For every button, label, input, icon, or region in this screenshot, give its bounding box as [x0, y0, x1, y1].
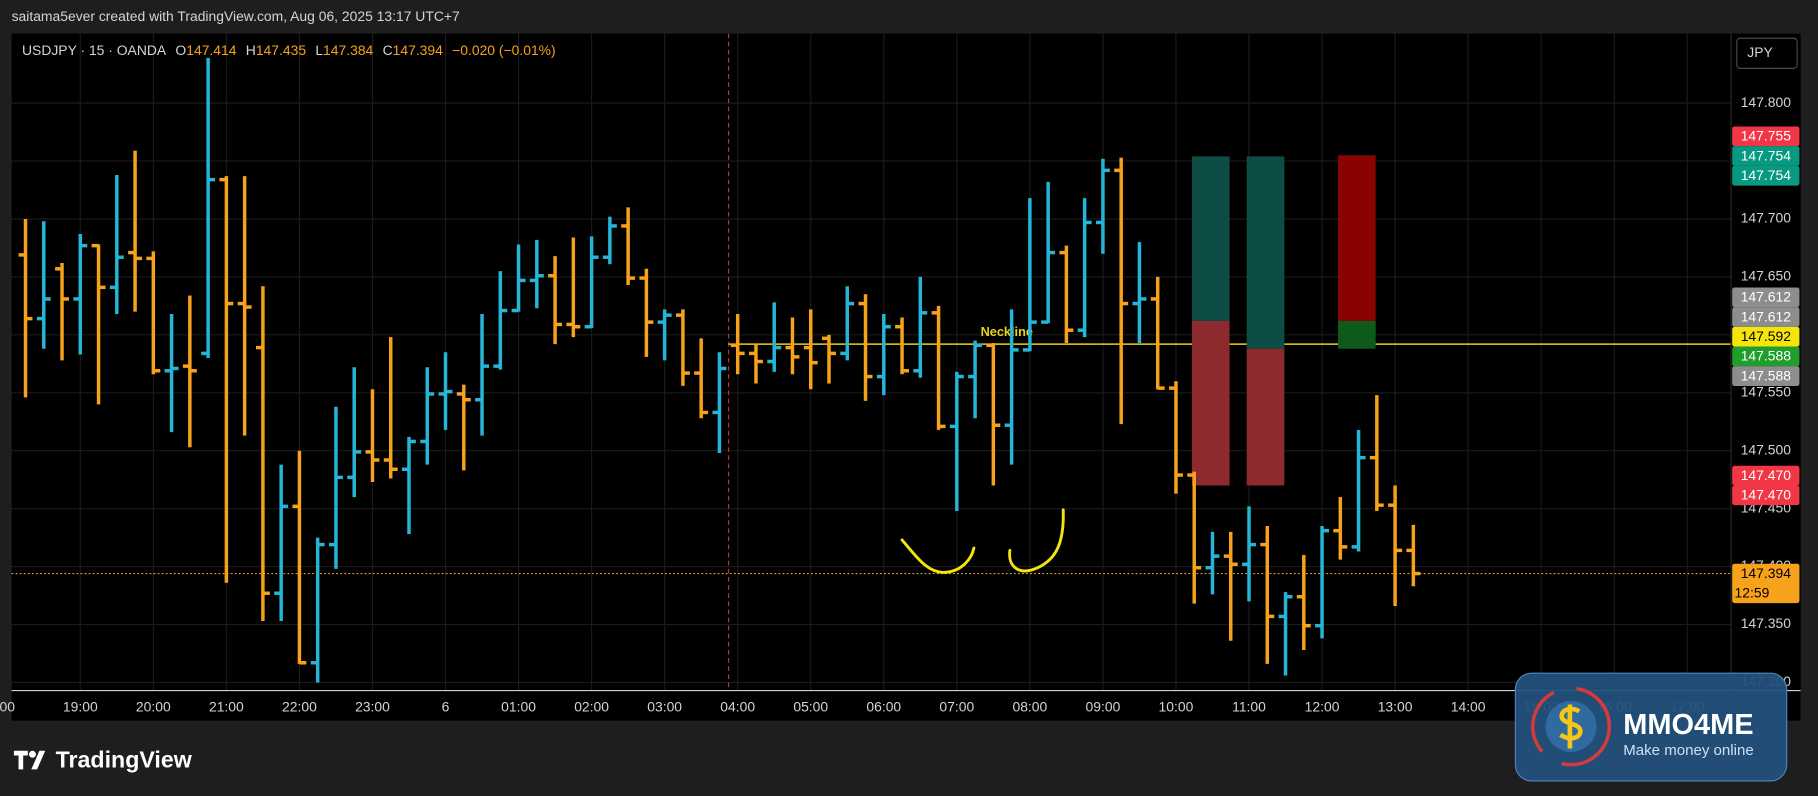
watermark-badge: MMO4ME Make money online — [1514, 672, 1788, 782]
x-tick-label: 10:00 — [1159, 699, 1194, 715]
price-marker-label: 147.754 — [1741, 167, 1792, 183]
x-tick-label: 09:00 — [1086, 699, 1121, 715]
badge-title: MMO4ME — [1623, 709, 1753, 741]
y-tick-label: 147.700 — [1741, 210, 1792, 226]
countdown-label: 12:59 — [1735, 584, 1770, 600]
x-tick-label: 07:00 — [939, 699, 974, 715]
price-marker-label: 147.612 — [1741, 308, 1792, 324]
badge-subtitle: Make money online — [1623, 742, 1754, 759]
brand-name: TradingView — [56, 746, 193, 772]
hand-drawn-curve — [900, 538, 976, 574]
price-marker — [1732, 307, 1800, 327]
x-tick-label: 03:00 — [647, 699, 682, 715]
currency-label: JPY — [1747, 44, 1772, 60]
legend-key: O — [175, 42, 186, 58]
position-zone — [1191, 320, 1230, 486]
legend-value: 147.414 — [186, 42, 237, 58]
logo-icon — [31, 750, 46, 770]
price-marker-label: 147.470 — [1741, 487, 1792, 503]
price-markers: 147.755 147.754 147.754 147.612 147.612 147.5… — [1732, 126, 1800, 604]
position-zone — [1246, 348, 1285, 486]
price-marker-label: 147.470 — [1741, 467, 1792, 483]
symbol-legend: USDJPY · 15 · OANDA O147.414 H147.435 L147.… — [22, 42, 556, 58]
price-marker — [1732, 485, 1800, 506]
logo-icon — [13, 750, 28, 770]
price-bars — [18, 57, 1421, 683]
price-marker-label: 147.592 — [1741, 328, 1792, 344]
price-marker — [1732, 465, 1800, 486]
legend-key: L — [315, 42, 323, 58]
badge-ring — [1531, 686, 1612, 767]
x-tick-label: 00 — [0, 699, 15, 715]
price-marker-label: 147.754 — [1741, 147, 1792, 163]
legend-value: 147.435 — [256, 42, 307, 58]
price-marker — [1732, 346, 1800, 367]
chart-pane — [11, 33, 1801, 721]
price-marker — [1732, 126, 1800, 147]
price-marker-label: 147.588 — [1741, 367, 1792, 383]
x-tick-label: 20:00 — [136, 699, 171, 715]
price-marker-label: 147.588 — [1741, 348, 1792, 364]
logo-icon — [28, 750, 36, 758]
badge-dollar — [1559, 704, 1583, 749]
y-tick-label: 147.350 — [1741, 615, 1792, 631]
x-tick-label: 06:00 — [866, 699, 901, 715]
x-tick-label: 6 — [442, 699, 450, 715]
x-tick-label: 13:00 — [1378, 699, 1413, 715]
x-tick-label: 21:00 — [209, 699, 244, 715]
x-tick-label: 11:00 — [1232, 699, 1266, 715]
position-zone — [1191, 156, 1230, 321]
tradingview-logo: TradingView — [13, 746, 193, 772]
price-marker — [1732, 287, 1800, 308]
badge-background — [1514, 672, 1788, 782]
legend-value: 147.394 — [393, 42, 444, 58]
neckline-label: Neckline — [981, 324, 1033, 339]
legend-change: −0.020 (−0.01%) — [452, 42, 556, 58]
x-tick-label: 22:00 — [282, 699, 317, 715]
credit-line: saitama5ever created with TradingView.co… — [12, 8, 460, 24]
price-marker — [1732, 146, 1800, 166]
symbol-name: USDJPY · 15 · OANDA — [22, 42, 167, 58]
price-marker-label: 147.755 — [1741, 128, 1792, 144]
hand-drawn-curve — [1008, 508, 1065, 573]
price-marker — [1732, 165, 1800, 186]
y-tick-label: 147.500 — [1741, 441, 1792, 457]
x-tick-label: 14:00 — [1451, 699, 1486, 715]
position-zone — [1337, 155, 1376, 321]
x-tick-label: 04:00 — [720, 699, 755, 715]
legend-key: H — [246, 42, 256, 58]
x-tick-label: 08:00 — [1012, 699, 1047, 715]
x-tick-label: 01:00 — [501, 699, 536, 715]
price-marker — [1732, 366, 1800, 386]
price-marker — [1732, 326, 1800, 347]
legend-value: 147.384 — [323, 42, 374, 58]
price-marker-label: 147.394 — [1741, 565, 1792, 581]
y-tick-label: 147.650 — [1741, 268, 1792, 284]
position-zone — [1337, 320, 1376, 349]
price-marker — [1732, 563, 1800, 604]
drawings — [900, 508, 1065, 574]
x-tick-label: 12:00 — [1305, 699, 1340, 715]
y-tick-label: 147.800 — [1741, 94, 1792, 110]
overlay: Neckline — [11, 33, 1732, 691]
currency-button[interactable] — [1736, 37, 1798, 69]
x-tick-label: 02:00 — [574, 699, 609, 715]
position-zone — [1246, 156, 1285, 349]
y-tick-label: 147.550 — [1741, 383, 1792, 399]
x-tick-label: 19:00 — [63, 699, 98, 715]
legend-key: C — [383, 42, 393, 58]
x-tick-label: 05:00 — [793, 699, 828, 715]
x-tick-label: 23:00 — [355, 699, 390, 715]
price-marker-label: 147.612 — [1741, 289, 1792, 305]
